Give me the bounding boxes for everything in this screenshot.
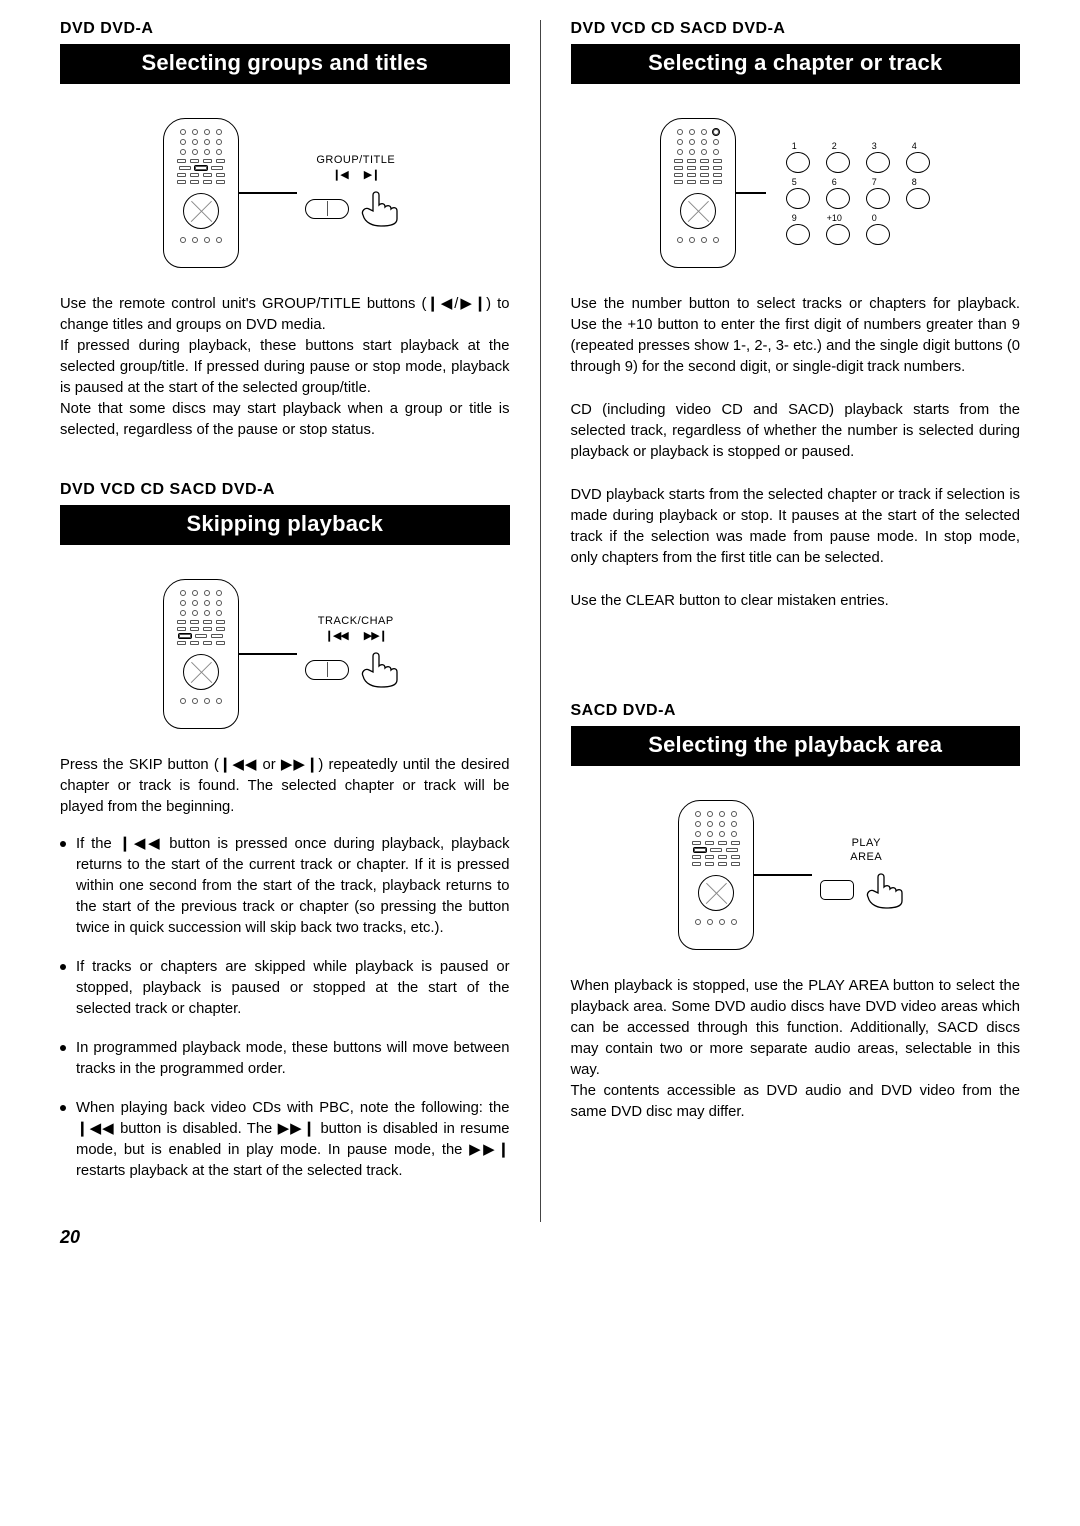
callout-label: AREA (850, 851, 882, 863)
list-item: In programmed playback mode, these butto… (60, 1038, 510, 1080)
paragraph: Note that some discs may start playback … (60, 399, 510, 441)
number-pad-icon: 1 2 3 4 5 6 7 8 9 +10 0 (778, 141, 930, 245)
num-label: 4 (912, 141, 917, 151)
paragraph: Use the number button to select tracks o… (571, 294, 1021, 378)
list-item: When playing back video CDs with PBC, no… (60, 1098, 510, 1182)
callout-track-chap: TRACK/CHAP ❙◀◀ ▶▶❙ (305, 615, 407, 693)
paragraph: The contents accessible as DVD audio and… (571, 1081, 1021, 1123)
leader-line-icon (239, 653, 297, 654)
rocker-button-icon (305, 660, 349, 680)
pressing-hand-icon (359, 646, 407, 693)
section-skipping-playback: DVD VCD CD SACD DVD-A Skipping playback (60, 481, 510, 1182)
body-text: Use the remote control unit's GROUP/TITL… (60, 294, 510, 441)
section-selecting-playback-area: SACD DVD-A Selecting the playback area (571, 702, 1021, 1123)
leader-line-icon (239, 192, 297, 193)
num-label: 7 (872, 177, 877, 187)
section-heading: Selecting a chapter or track (571, 44, 1021, 84)
num-label: 9 (792, 213, 797, 223)
pressing-hand-icon (359, 185, 407, 232)
paragraph: Use the remote control unit's GROUP/TITL… (60, 294, 510, 336)
manual-page: DVD DVD-A Selecting groups and titles G (0, 0, 1080, 1262)
paragraph: Press the SKIP button (❙◀◀ or ▶▶❙) repea… (60, 755, 510, 818)
leader-line-icon (736, 192, 766, 193)
dpad-icon (183, 654, 219, 690)
media-tags: DVD VCD CD SACD DVD-A (60, 481, 510, 499)
leader-line-icon (754, 874, 812, 875)
section-heading: Selecting groups and titles (60, 44, 510, 84)
section-selecting-chapter: DVD VCD CD SACD DVD-A Selecting a chapte… (571, 20, 1021, 612)
num-label: 5 (792, 177, 797, 187)
paragraph: CD (including video CD and SACD) playbac… (571, 400, 1021, 463)
play-area-button-icon (820, 880, 854, 900)
illustration-remote-numpad: 1 2 3 4 5 6 7 8 9 +10 0 (571, 118, 1021, 268)
next-group-icon: ▶❙ (364, 168, 380, 181)
pressing-hand-icon (864, 867, 912, 914)
illustration-remote-skip: TRACK/CHAP ❙◀◀ ▶▶❙ (60, 579, 510, 729)
num-label: 6 (832, 177, 837, 187)
remote-outline-icon (163, 118, 239, 268)
remote-outline-icon (163, 579, 239, 729)
dpad-icon (698, 875, 734, 911)
body-text: Press the SKIP button (❙◀◀ or ▶▶❙) repea… (60, 755, 510, 818)
bullet-list: If the ❙◀◀ button is pressed once during… (60, 834, 510, 1182)
callout-play-area: PLAY AREA (820, 837, 912, 914)
rocker-button-icon (305, 199, 349, 219)
num-label: 2 (832, 141, 837, 151)
num-label: 3 (872, 141, 877, 151)
paragraph: When playback is stopped, use the PLAY A… (571, 976, 1021, 1081)
paragraph: If pressed during playback, these button… (60, 336, 510, 399)
right-column: DVD VCD CD SACD DVD-A Selecting a chapte… (541, 20, 1021, 1222)
media-tags: SACD DVD-A (571, 702, 1021, 720)
media-tags: DVD DVD-A (60, 20, 510, 38)
list-item: If tracks or chapters are skipped while … (60, 957, 510, 1020)
section-heading: Selecting the playback area (571, 726, 1021, 766)
body-text: Use the number button to select tracks o… (571, 294, 1021, 612)
callout-group-title: GROUP/TITLE ❙◀ ▶❙ (305, 154, 407, 232)
num-label: +10 (827, 213, 842, 223)
paragraph: Use the CLEAR button to clear mistaken e… (571, 591, 1021, 612)
num-label: 1 (792, 141, 797, 151)
num-label: 8 (912, 177, 917, 187)
illustration-remote-group: GROUP/TITLE ❙◀ ▶❙ (60, 118, 510, 268)
paragraph: DVD playback starts from the selected ch… (571, 485, 1021, 569)
body-text: When playback is stopped, use the PLAY A… (571, 976, 1021, 1123)
remote-outline-icon (660, 118, 736, 268)
section-heading: Skipping playback (60, 505, 510, 545)
callout-label: PLAY (852, 837, 881, 849)
num-label: 0 (872, 213, 877, 223)
left-column: DVD DVD-A Selecting groups and titles G (60, 20, 540, 1222)
section-selecting-groups: DVD DVD-A Selecting groups and titles G (60, 20, 510, 441)
callout-label: TRACK/CHAP (318, 615, 394, 627)
dpad-icon (183, 193, 219, 229)
illustration-remote-playarea: PLAY AREA (571, 800, 1021, 950)
callout-label: GROUP/TITLE (316, 154, 395, 166)
page-number: 20 (60, 1227, 80, 1248)
media-tags: DVD VCD CD SACD DVD-A (571, 20, 1021, 38)
list-item: If the ❙◀◀ button is pressed once during… (60, 834, 510, 939)
remote-outline-icon (678, 800, 754, 950)
prev-group-icon: ❙◀ (332, 168, 348, 181)
dpad-icon (680, 193, 716, 229)
skip-forward-icon: ▶▶❙ (364, 629, 387, 642)
skip-back-icon: ❙◀◀ (325, 629, 348, 642)
